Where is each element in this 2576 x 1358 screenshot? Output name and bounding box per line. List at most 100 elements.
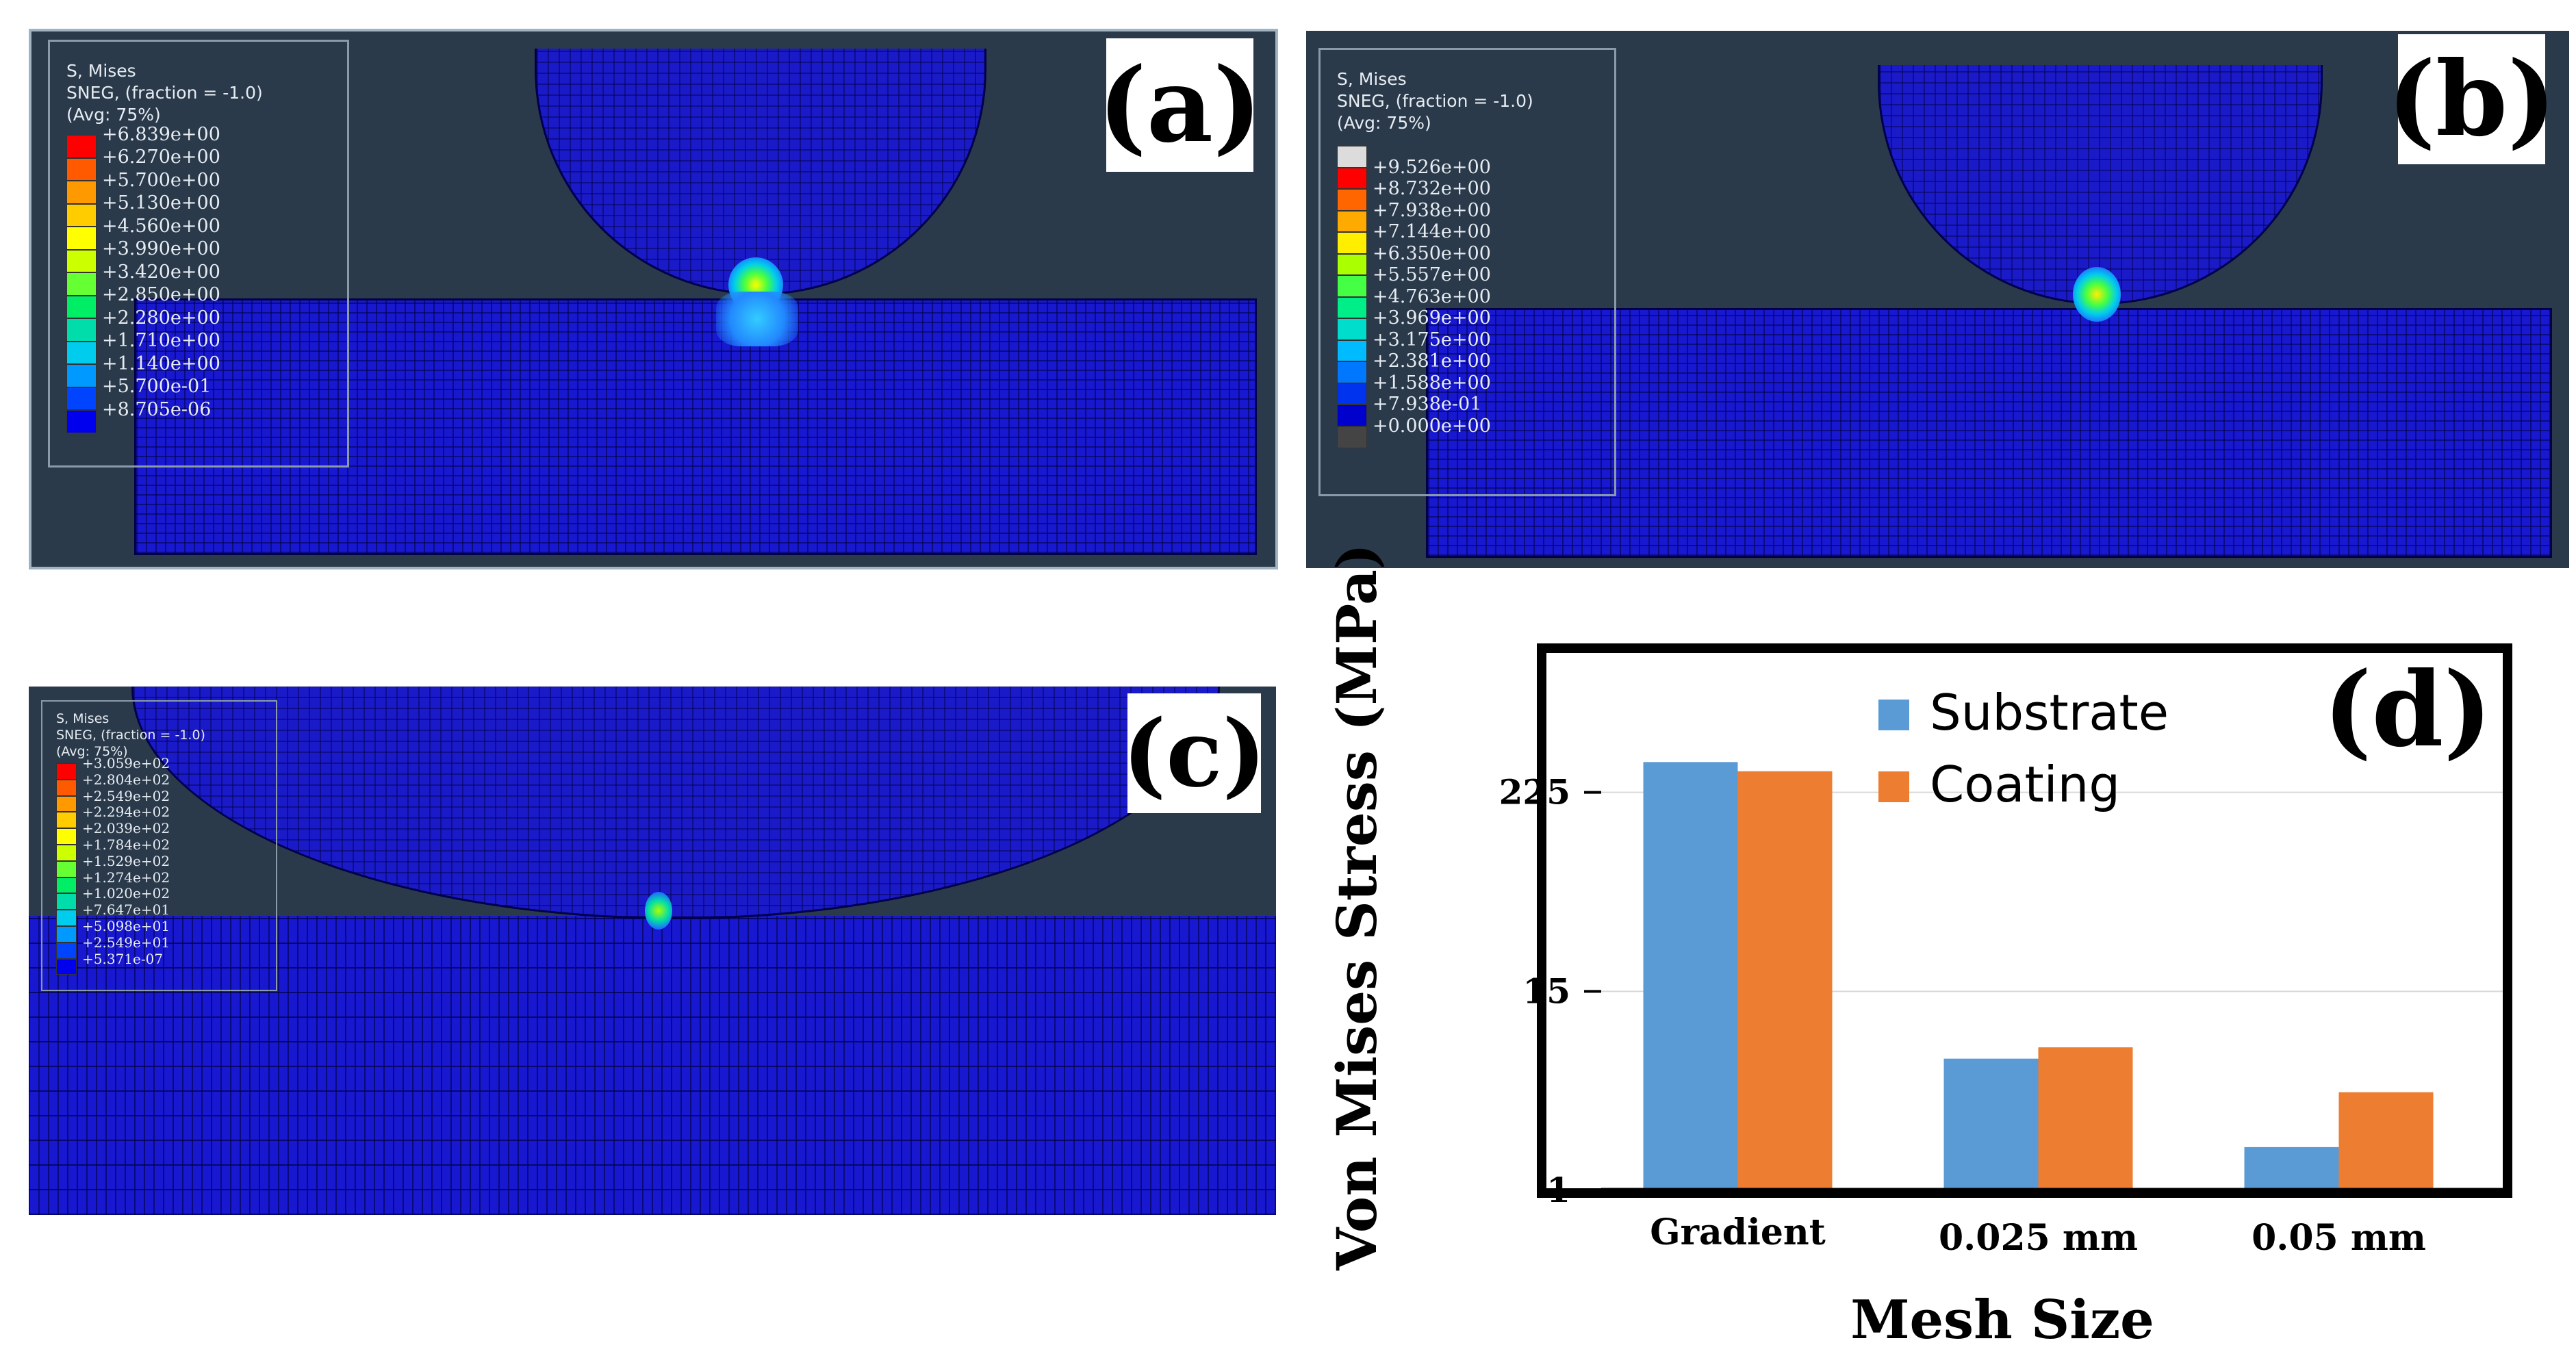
legend-label-coating: Coating bbox=[1930, 756, 2120, 813]
legend-swatch-coating bbox=[1878, 771, 1909, 802]
panel-b: S, Mises SNEG, (fraction = -1.0) (Avg: 7… bbox=[1306, 31, 2569, 568]
legend-value: +1.710e+00 bbox=[102, 330, 220, 352]
legend-swatch bbox=[1337, 383, 1367, 405]
stress-legend: S, Mises SNEG, (fraction = -1.0) (Avg: 7… bbox=[41, 700, 277, 991]
legend-swatch bbox=[1337, 318, 1367, 340]
legend-title-2: SNEG, (fraction = -1.0) bbox=[66, 83, 263, 103]
legend-value: +3.420e+00 bbox=[102, 261, 220, 283]
legend-swatch bbox=[1337, 253, 1367, 276]
legend-swatch bbox=[1337, 275, 1367, 297]
legend-swatch bbox=[56, 845, 77, 861]
legend-swatch bbox=[66, 135, 97, 158]
legend-value: +6.350e+00 bbox=[1373, 242, 1491, 264]
legend-swatch bbox=[1337, 232, 1367, 254]
legend-swatch bbox=[66, 364, 97, 387]
legend-value: +9.526e+00 bbox=[1373, 156, 1491, 178]
legend-title-1: S, Mises bbox=[66, 61, 136, 81]
legend-swatch bbox=[66, 295, 97, 318]
legend-swatch bbox=[66, 203, 97, 227]
legend-swatch bbox=[66, 249, 97, 272]
legend-label-substrate: Substrate bbox=[1930, 684, 2169, 741]
legend-value: +2.039e+02 bbox=[82, 820, 170, 837]
legend-value: +8.732e+00 bbox=[1373, 178, 1491, 200]
stress-legend: S, Mises SNEG, (fraction = -1.0) (Avg: 7… bbox=[1318, 48, 1616, 496]
legend-value: +0.000e+00 bbox=[1373, 415, 1491, 437]
legend-swatch bbox=[1337, 167, 1367, 190]
contact-stress-halo bbox=[716, 292, 798, 346]
legend-value: +5.557e+00 bbox=[1373, 264, 1491, 286]
legend-swatch bbox=[56, 942, 77, 959]
legend-swatch bbox=[1337, 426, 1367, 448]
legend-value: +2.850e+00 bbox=[102, 284, 220, 306]
legend-swatch bbox=[1337, 210, 1367, 233]
legend-value: +1.274e+02 bbox=[82, 869, 170, 886]
panel-label-a: (a) bbox=[1098, 38, 1262, 172]
legend-value: +7.938e-01 bbox=[1373, 394, 1482, 415]
legend-value: +1.529e+02 bbox=[82, 852, 170, 869]
contact-stress-hotspot bbox=[2073, 267, 2121, 322]
legend-value: +3.969e+00 bbox=[1373, 307, 1491, 329]
legend-swatch bbox=[56, 812, 77, 829]
legend-swatch bbox=[56, 763, 77, 780]
legend-value: +2.381e+00 bbox=[1373, 350, 1491, 372]
legend-swatch bbox=[1337, 361, 1367, 383]
legend-title-3: (Avg: 75%) bbox=[66, 105, 161, 125]
bar-substrate-1 bbox=[1943, 1058, 2039, 1188]
legend-value: +1.020e+02 bbox=[82, 885, 170, 902]
bar-coating-1 bbox=[2038, 1047, 2133, 1188]
bar-substrate-2 bbox=[2244, 1146, 2339, 1188]
legend-value: +5.700e+00 bbox=[102, 169, 220, 191]
legend-swatch bbox=[56, 828, 77, 845]
bar-substrate-0 bbox=[1643, 762, 1738, 1188]
legend-swatch bbox=[56, 893, 77, 910]
legend-value: +3.059e+02 bbox=[82, 755, 170, 771]
stress-legend: S, Mises SNEG, (fraction = -1.0) (Avg: 7… bbox=[48, 40, 349, 467]
panel-c: S, Mises SNEG, (fraction = -1.0) (Avg: 7… bbox=[29, 687, 1276, 1215]
x-category-label: Gradient bbox=[1650, 1212, 1826, 1253]
legend-swatch bbox=[1337, 189, 1367, 211]
legend-swatch bbox=[66, 318, 97, 342]
legend-value: +2.294e+02 bbox=[82, 804, 170, 821]
bar-coating-2 bbox=[2338, 1092, 2434, 1188]
legend-swatch bbox=[66, 272, 97, 296]
legend-title-3: (Avg: 75%) bbox=[1337, 113, 1431, 133]
x-category-label: 0.025 mm bbox=[1939, 1217, 2138, 1259]
legend-value: +7.938e+00 bbox=[1373, 199, 1491, 221]
legend-title-2: SNEG, (fraction = -1.0) bbox=[1337, 91, 1533, 111]
x-axis-label: Mesh Size bbox=[1850, 1289, 2154, 1351]
legend-title-3: (Avg: 75%) bbox=[56, 744, 128, 759]
legend-value: +3.990e+00 bbox=[102, 238, 220, 260]
legend-swatch bbox=[1337, 146, 1367, 168]
legend-title-1: S, Mises bbox=[56, 711, 110, 726]
legend-swatch bbox=[56, 860, 77, 877]
legend-value: +7.144e+00 bbox=[1373, 221, 1491, 243]
legend-swatch bbox=[56, 958, 77, 975]
legend-value: +2.549e+01 bbox=[82, 934, 170, 951]
legend-swatch bbox=[56, 910, 77, 926]
x-category-label: 0.05 mm bbox=[2252, 1217, 2426, 1259]
legend-swatch bbox=[56, 926, 77, 943]
substrate-mesh bbox=[134, 298, 1257, 555]
legend-swatch bbox=[66, 410, 97, 433]
panel-a: S, Mises SNEG, (fraction = -1.0) (Avg: 7… bbox=[29, 29, 1278, 569]
legend-swatch bbox=[56, 795, 77, 812]
legend-value: +4.763e+00 bbox=[1373, 285, 1491, 307]
legend-value: +2.280e+00 bbox=[102, 307, 220, 329]
legend-title-2: SNEG, (fraction = -1.0) bbox=[56, 728, 205, 743]
legend-value: +5.700e-01 bbox=[102, 376, 212, 398]
legend-value: +1.588e+00 bbox=[1373, 372, 1491, 394]
legend-swatch bbox=[66, 341, 97, 364]
legend-value: +5.098e+01 bbox=[82, 918, 170, 934]
legend-value: +6.839e+00 bbox=[102, 123, 220, 145]
legend-swatch bbox=[1337, 340, 1367, 362]
legend-value: +8.705e-06 bbox=[102, 398, 212, 420]
legend-swatch bbox=[1337, 405, 1367, 426]
legend-swatch bbox=[1337, 296, 1367, 319]
legend-swatch bbox=[66, 227, 97, 250]
legend-value: +7.647e+01 bbox=[82, 901, 170, 919]
legend-swatch-substrate bbox=[1878, 700, 1909, 730]
bar-coating-0 bbox=[1737, 771, 1833, 1188]
legend-swatch bbox=[56, 877, 77, 894]
legend-swatch bbox=[66, 157, 97, 181]
legend-value: +3.175e+00 bbox=[1373, 329, 1491, 350]
